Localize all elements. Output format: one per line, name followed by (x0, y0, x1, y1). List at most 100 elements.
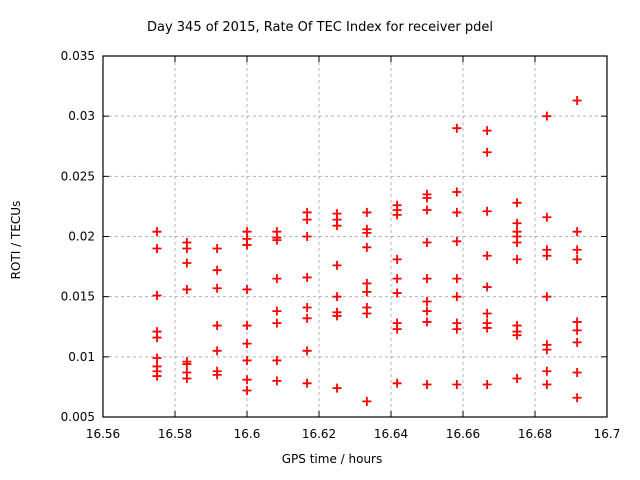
axis-layer (102, 55, 608, 418)
y-tick-label: 0.005 (61, 410, 95, 424)
data-point-marker (572, 96, 582, 106)
chart-title: Day 345 of 2015, Rate Of TEC Index for r… (147, 20, 493, 35)
data-point-marker (572, 325, 582, 335)
x-tick-label: 16.6 (234, 427, 261, 441)
data-point-marker (422, 317, 432, 327)
data-point-marker (572, 337, 582, 347)
data-point-marker (152, 244, 162, 254)
data-point-marker (422, 238, 432, 248)
data-point-marker (572, 317, 582, 327)
data-point-marker (272, 235, 282, 245)
data-point-marker (302, 346, 312, 356)
data-point-marker (482, 206, 492, 216)
data-point-marker (392, 274, 402, 284)
data-point-marker (362, 207, 372, 217)
data-point-marker (482, 282, 492, 292)
data-point-marker (452, 236, 462, 246)
data-point-marker (572, 227, 582, 237)
data-point-marker (332, 260, 342, 270)
plot-border (102, 55, 608, 418)
data-point-marker (542, 212, 552, 222)
data-point-marker (422, 296, 432, 306)
data-point-marker (272, 306, 282, 316)
data-point-marker (302, 378, 312, 388)
x-tick-label: 16.68 (518, 427, 552, 441)
data-point-marker (362, 278, 372, 288)
data-point-marker (512, 238, 522, 248)
y-tick-label: 0.03 (68, 109, 95, 123)
x-tick-label: 16.66 (446, 427, 480, 441)
data-point-marker (422, 380, 432, 390)
data-point-marker (272, 355, 282, 365)
data-point-marker (212, 370, 222, 380)
data-point-marker (482, 147, 492, 157)
data-point-marker (512, 198, 522, 208)
data-point-marker (482, 251, 492, 261)
data-point-marker (332, 292, 342, 302)
data-point-marker (362, 309, 372, 319)
grid-layer (103, 56, 607, 417)
data-point-marker (452, 207, 462, 217)
x-axis-label: GPS time / hours (282, 452, 383, 466)
data-point-marker (422, 306, 432, 316)
data-point-marker (542, 345, 552, 355)
y-tick-label: 0.02 (68, 230, 95, 244)
data-point-marker (152, 290, 162, 300)
data-point-marker (512, 330, 522, 340)
data-point-marker (332, 221, 342, 231)
data-point-marker (542, 111, 552, 121)
data-point-marker (572, 393, 582, 403)
data-point-marker (212, 244, 222, 254)
data-point-marker (182, 284, 192, 294)
data-point-marker (392, 324, 402, 334)
data-point-marker (212, 346, 222, 356)
data-point-marker (482, 309, 492, 319)
data-point-marker (482, 380, 492, 390)
data-point-marker (452, 380, 462, 390)
data-point-marker (302, 313, 312, 323)
data-point-marker (542, 380, 552, 390)
data-point-marker (392, 210, 402, 220)
data-point-marker (182, 244, 192, 254)
data-point-marker (452, 324, 462, 334)
data-point-marker (302, 232, 312, 241)
data-point-marker (182, 373, 192, 383)
data-point-marker (242, 386, 252, 396)
data-point-marker (482, 126, 492, 136)
data-point-marker (242, 240, 252, 250)
x-tick-label: 16.62 (302, 427, 336, 441)
data-point-marker (452, 292, 462, 302)
data-point-marker (332, 383, 342, 393)
y-tick-label: 0.035 (61, 49, 95, 63)
x-tick-label: 16.64 (374, 427, 408, 441)
data-point-marker (152, 371, 162, 381)
data-point-marker (212, 265, 222, 275)
data-point-marker (152, 333, 162, 343)
data-point-marker (242, 321, 252, 331)
data-point-marker (362, 396, 372, 406)
scatter-points-layer (152, 96, 582, 406)
y-axis-label: ROTI / TECUs (9, 201, 23, 280)
data-point-marker (242, 375, 252, 385)
data-point-marker (452, 187, 462, 197)
y-tick-label: 0.025 (61, 169, 95, 183)
data-point-marker (542, 251, 552, 261)
data-point-marker (422, 274, 432, 284)
data-point-marker (392, 254, 402, 264)
data-point-marker (422, 193, 432, 203)
data-point-marker (152, 227, 162, 237)
data-point-marker (452, 123, 462, 133)
data-point-marker (302, 302, 312, 312)
y-tick-label: 0.015 (61, 290, 95, 304)
data-point-marker (242, 339, 252, 349)
data-point-marker (482, 323, 492, 333)
tick-label-layer: 16.56 16.58 16.6 16.62 16.64 16.66 16.68 16.7 0.… (61, 49, 621, 441)
y-tick-label: 0.01 (68, 350, 95, 364)
data-point-marker (542, 292, 552, 302)
data-point-marker (212, 283, 222, 293)
x-tick-label: 16.7 (594, 427, 621, 441)
data-point-marker (572, 367, 582, 377)
data-point-marker (512, 254, 522, 264)
